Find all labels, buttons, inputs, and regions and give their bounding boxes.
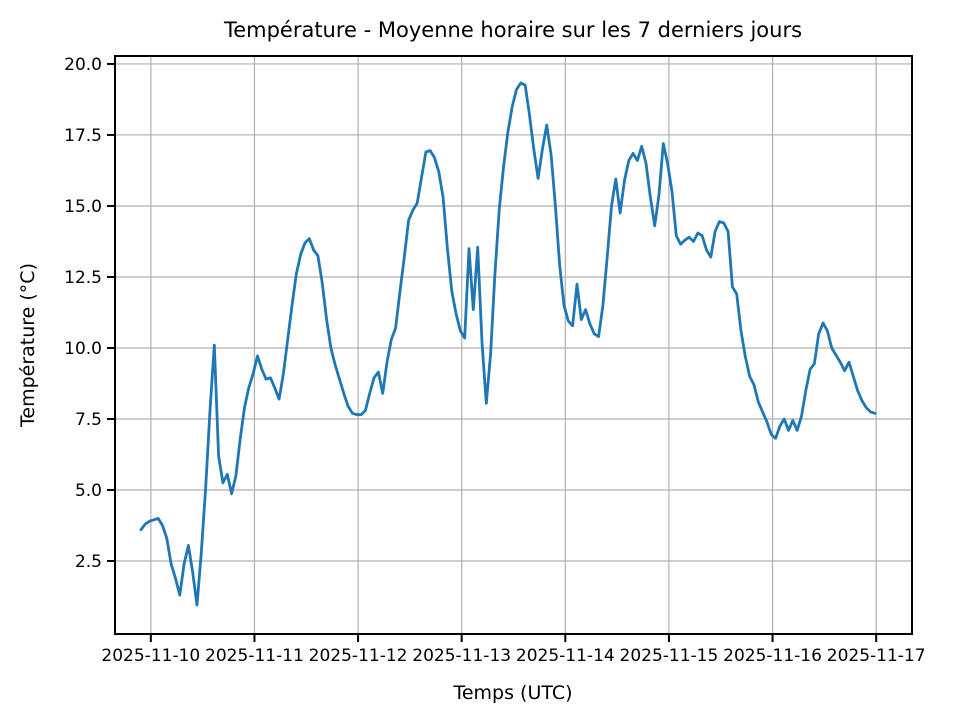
y-axis-label: Température (°C) xyxy=(17,263,39,428)
x-tick-label: 2025-11-12 xyxy=(309,646,408,666)
y-tick-label: 20.0 xyxy=(64,55,102,75)
x-tick-label: 2025-11-16 xyxy=(723,646,822,666)
plot-border xyxy=(114,55,913,635)
axis-ticks xyxy=(107,62,878,642)
y-tick-label: 17.5 xyxy=(64,126,102,146)
chart-title: Température - Moyenne horaire sur les 7 … xyxy=(223,18,802,42)
y-tick-label: 5.0 xyxy=(75,481,102,501)
x-tick-label: 2025-11-14 xyxy=(516,646,615,666)
x-tick-labels: 2025-11-10 2025-11-11 2025-11-12 2025-11-13… xyxy=(101,646,925,666)
x-tick-label: 2025-11-10 xyxy=(101,646,200,666)
y-tick-label: 2.5 xyxy=(75,552,102,572)
x-axis-label: Temps (UTC) xyxy=(452,682,572,704)
x-tick-label: 2025-11-11 xyxy=(205,646,304,666)
x-tick-label: 2025-11-13 xyxy=(412,646,511,666)
y-tick-labels: 2.5 5.0 7.5 10.0 12.5 15.0 17.5 20.0 xyxy=(64,55,102,572)
y-tick-label: 7.5 xyxy=(75,410,102,430)
x-tick-label: 2025-11-17 xyxy=(827,646,926,666)
temperature-series-line xyxy=(139,81,877,607)
y-tick-label: 15.0 xyxy=(64,197,102,217)
y-tick-label: 12.5 xyxy=(64,268,102,288)
x-tick-label: 2025-11-15 xyxy=(620,646,719,666)
grid-lines xyxy=(115,56,912,634)
y-tick-label: 10.0 xyxy=(64,339,102,359)
